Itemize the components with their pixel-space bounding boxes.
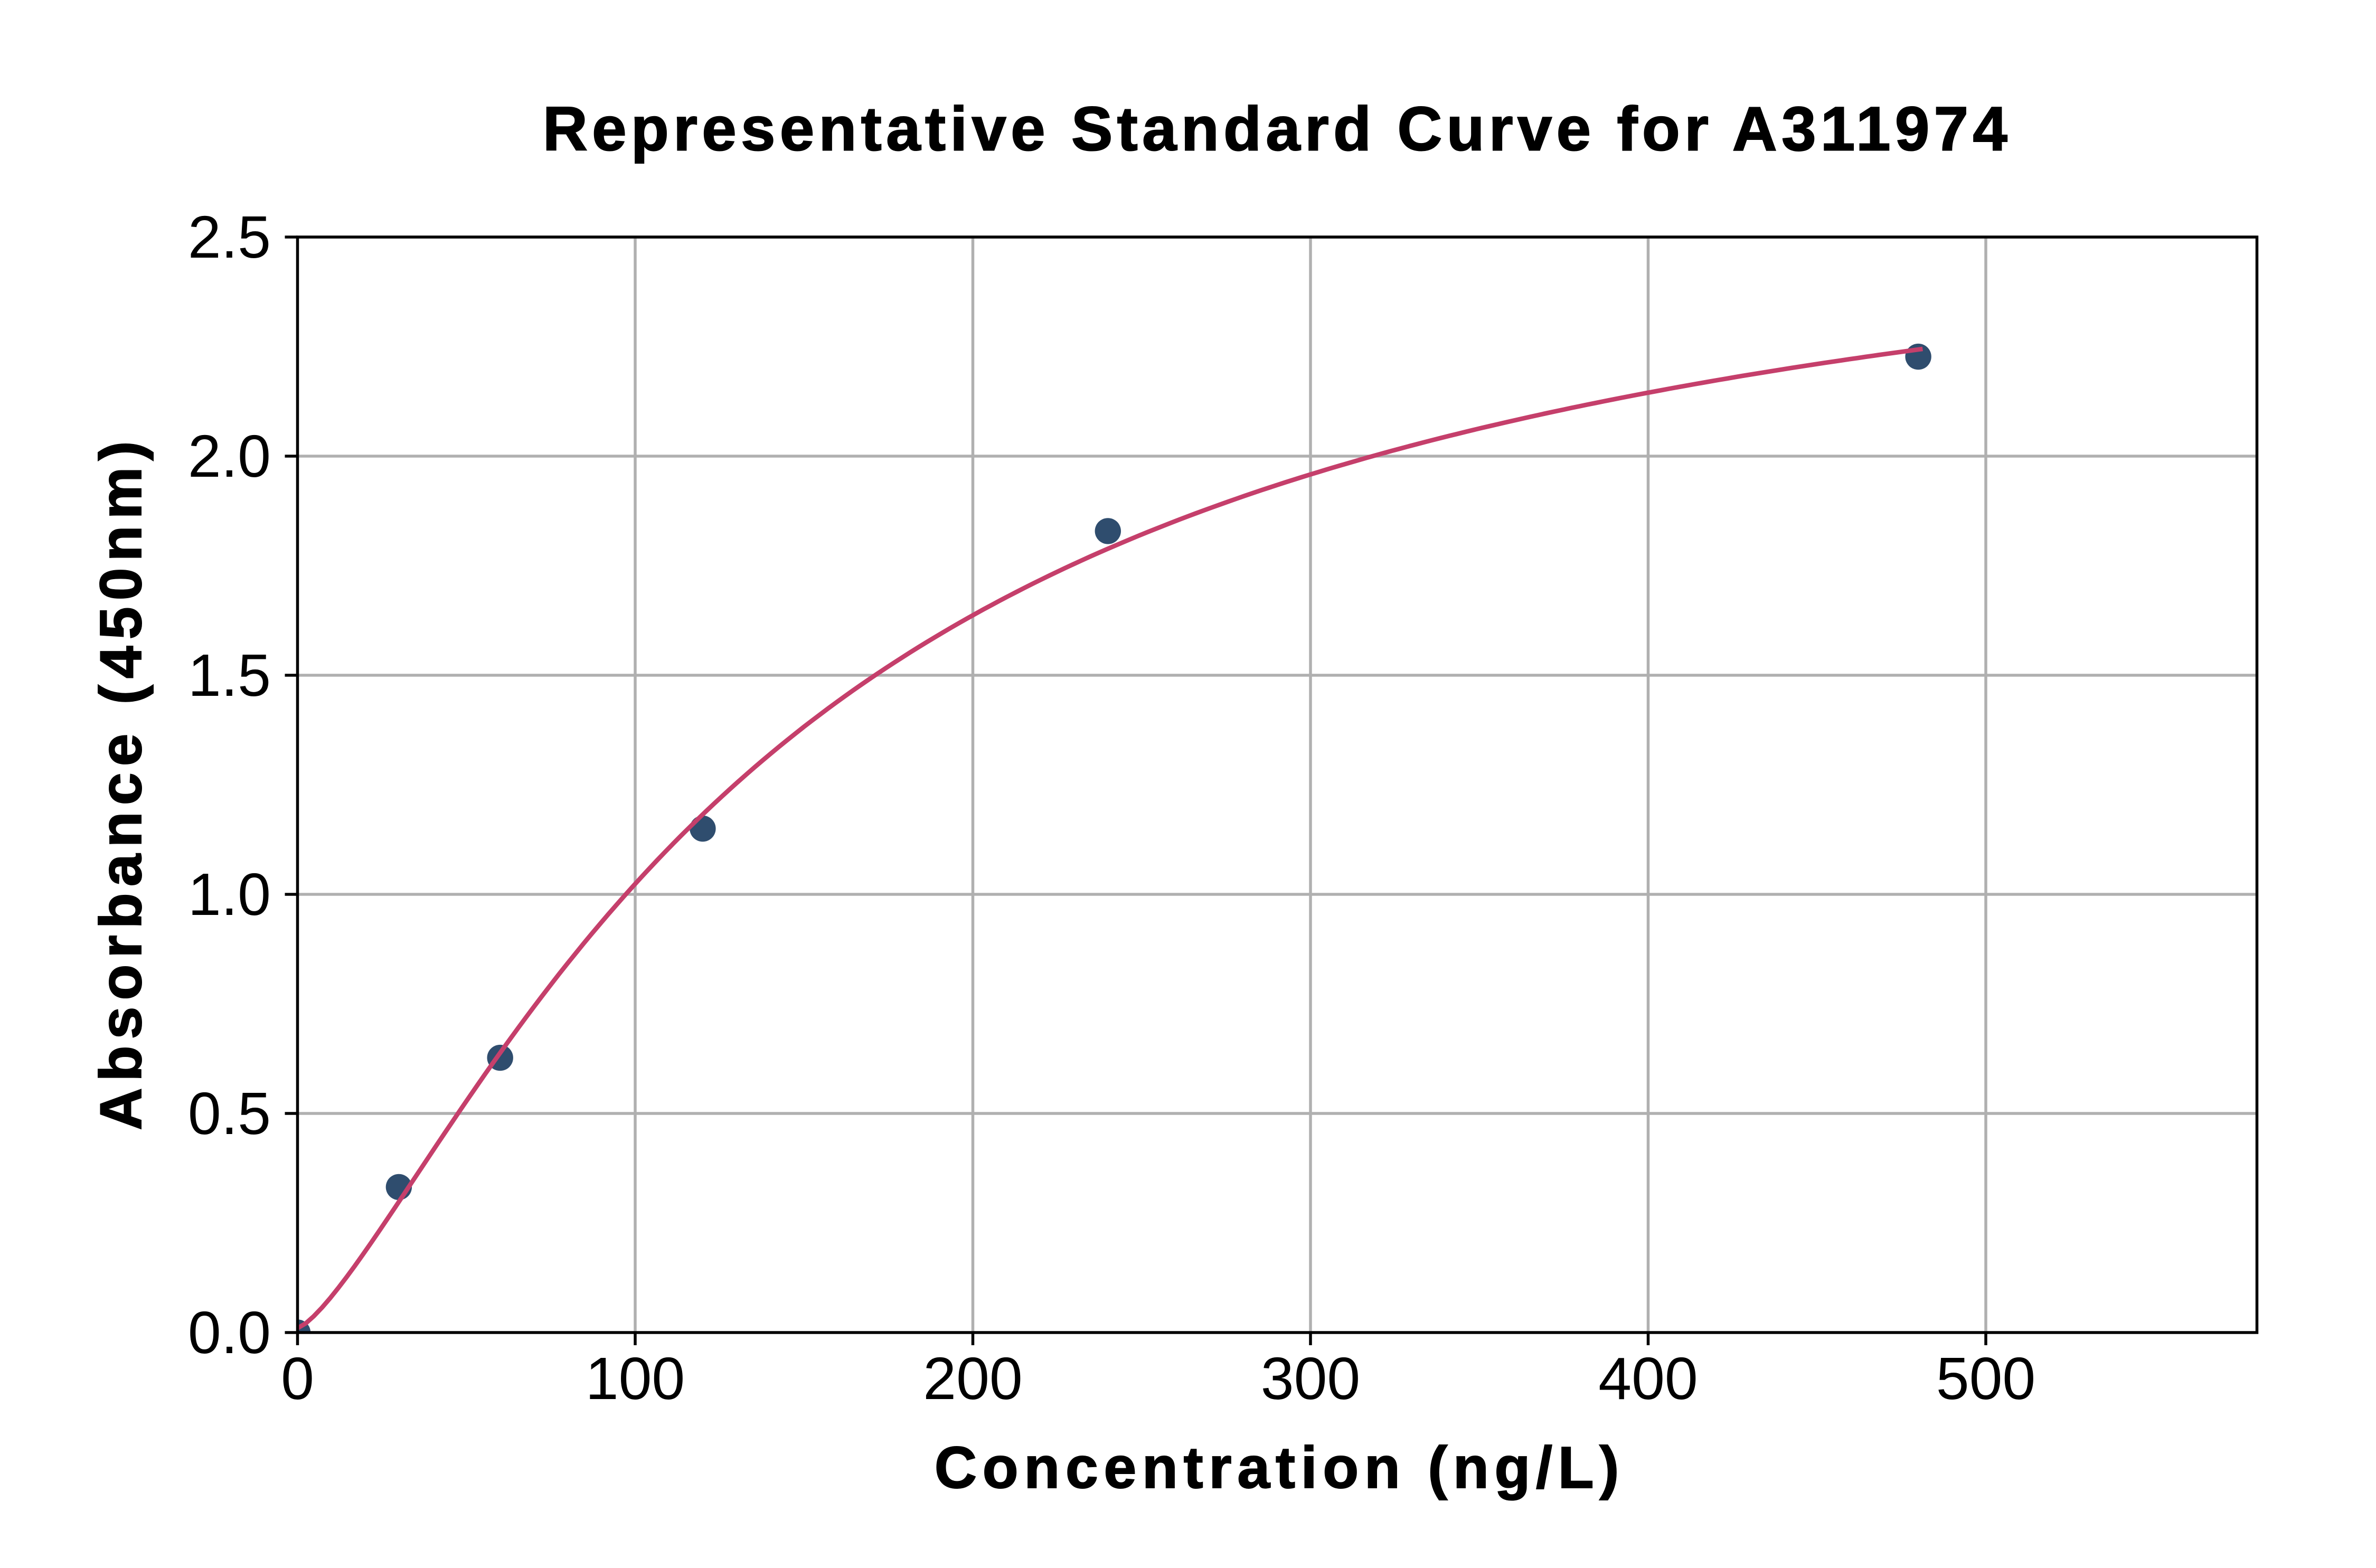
svg-text:100: 100 [586, 1345, 685, 1412]
svg-text:2.5: 2.5 [188, 204, 271, 270]
svg-text:0.0: 0.0 [188, 1299, 271, 1366]
svg-text:Absorbance (450nm): Absorbance (450nm) [88, 434, 154, 1130]
svg-text:1.5: 1.5 [188, 642, 271, 709]
svg-text:0: 0 [281, 1345, 314, 1412]
svg-text:200: 200 [923, 1345, 1023, 1412]
svg-text:Representative Standard Curve: Representative Standard Curve for A31197… [543, 94, 2012, 164]
svg-text:Concentration (ng/L): Concentration (ng/L) [935, 1435, 1625, 1500]
svg-text:300: 300 [1261, 1345, 1361, 1412]
svg-text:1.0: 1.0 [188, 861, 271, 928]
svg-text:400: 400 [1598, 1345, 1698, 1412]
svg-text:2.0: 2.0 [188, 423, 271, 489]
svg-text:0.5: 0.5 [188, 1080, 271, 1147]
svg-text:500: 500 [1936, 1345, 2036, 1412]
